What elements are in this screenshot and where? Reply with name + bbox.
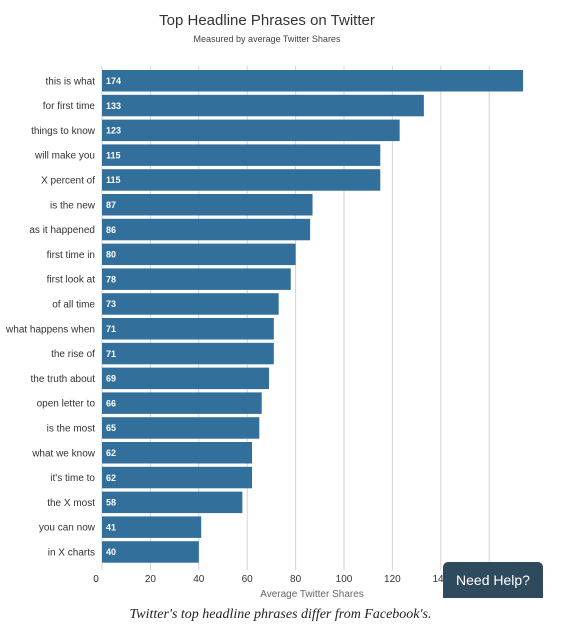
value-label: 71 [106,349,116,359]
category-label: first look at [47,275,96,286]
need-help-button[interactable]: Need Help? [443,562,543,598]
value-label: 115 [106,175,121,185]
bar [102,94,424,117]
category-label: X percent of [41,175,95,186]
category-label: the rise of [51,349,95,360]
category-label: what we know [31,448,96,459]
category-label: things to know [31,126,96,137]
value-label: 41 [106,522,116,532]
category-label: first time in [47,250,95,261]
bar [102,392,262,414]
value-label: 40 [106,547,116,557]
bar [102,194,313,216]
x-tick-label: 80 [290,574,302,585]
category-label: open letter to [37,399,96,410]
value-label: 123 [106,126,121,136]
category-labels: this is what for first time things to know… [5,76,96,558]
value-label: 65 [106,423,116,433]
figure-caption: Twitter's top headline phrases differ fr… [129,607,432,622]
x-tick-label: 100 [336,574,353,585]
category-label: of all time [52,299,95,310]
value-label: 86 [106,225,116,235]
bars [102,70,524,563]
bar [102,70,524,92]
bar [102,243,296,266]
category-label: is the new [50,200,96,211]
bar [102,367,269,390]
value-label: 174 [106,76,121,86]
value-label: 78 [106,274,116,284]
category-label: the truth about [31,374,96,385]
bar [102,144,381,166]
bar-chart: Top Headline Phrases on Twitter Measured… [5,12,524,600]
x-tick-label: 0 [93,574,99,585]
value-labels: 174 133 123 115 115 87 86 80 78 73 71 71 69 66 65 62 62 5… [106,76,121,557]
x-tick-label: 60 [242,574,254,585]
bar [102,541,199,563]
bar [102,342,274,365]
category-label: the X most [47,498,95,509]
category-label: you can now [39,523,96,534]
value-label: 80 [106,250,116,260]
category-label: is the most [47,423,96,434]
bar [102,169,381,191]
category-label: as it happened [29,225,95,236]
bar [102,293,279,315]
x-axis-ticks: 0 20 40 60 80 100 120 140 [93,574,449,585]
category-label: what happens when [5,324,95,335]
category-label: it's time to [50,473,95,484]
x-tick-label: 40 [193,574,205,585]
x-tick-label: 20 [145,574,157,585]
x-tick-label: 120 [384,574,401,585]
value-label: 69 [106,374,116,384]
bar [102,417,260,439]
x-axis-title: Average Twitter Shares [260,589,364,600]
category-label: will make you [34,151,95,162]
value-label: 115 [106,150,121,160]
bar [102,268,291,290]
value-label: 62 [106,473,116,483]
value-label: 73 [106,299,116,309]
bar [102,466,253,489]
value-label: 133 [106,101,121,111]
value-label: 62 [106,448,116,458]
category-label: this is what [46,76,96,87]
chart-subtitle: Measured by average Twitter Shares [194,34,341,44]
value-label: 87 [106,200,116,210]
bar [102,218,311,241]
value-label: 66 [106,398,116,408]
bar [102,516,202,538]
bar [102,318,274,340]
value-label: 71 [106,324,116,334]
category-label: for first time [43,101,96,112]
category-label: in X charts [48,547,95,558]
x-tick-label: 140 [432,574,449,585]
chart-title: Top Headline Phrases on Twitter [159,12,375,29]
bar [102,491,243,514]
value-label: 58 [106,498,116,508]
bar [102,119,400,142]
bar [102,442,253,464]
